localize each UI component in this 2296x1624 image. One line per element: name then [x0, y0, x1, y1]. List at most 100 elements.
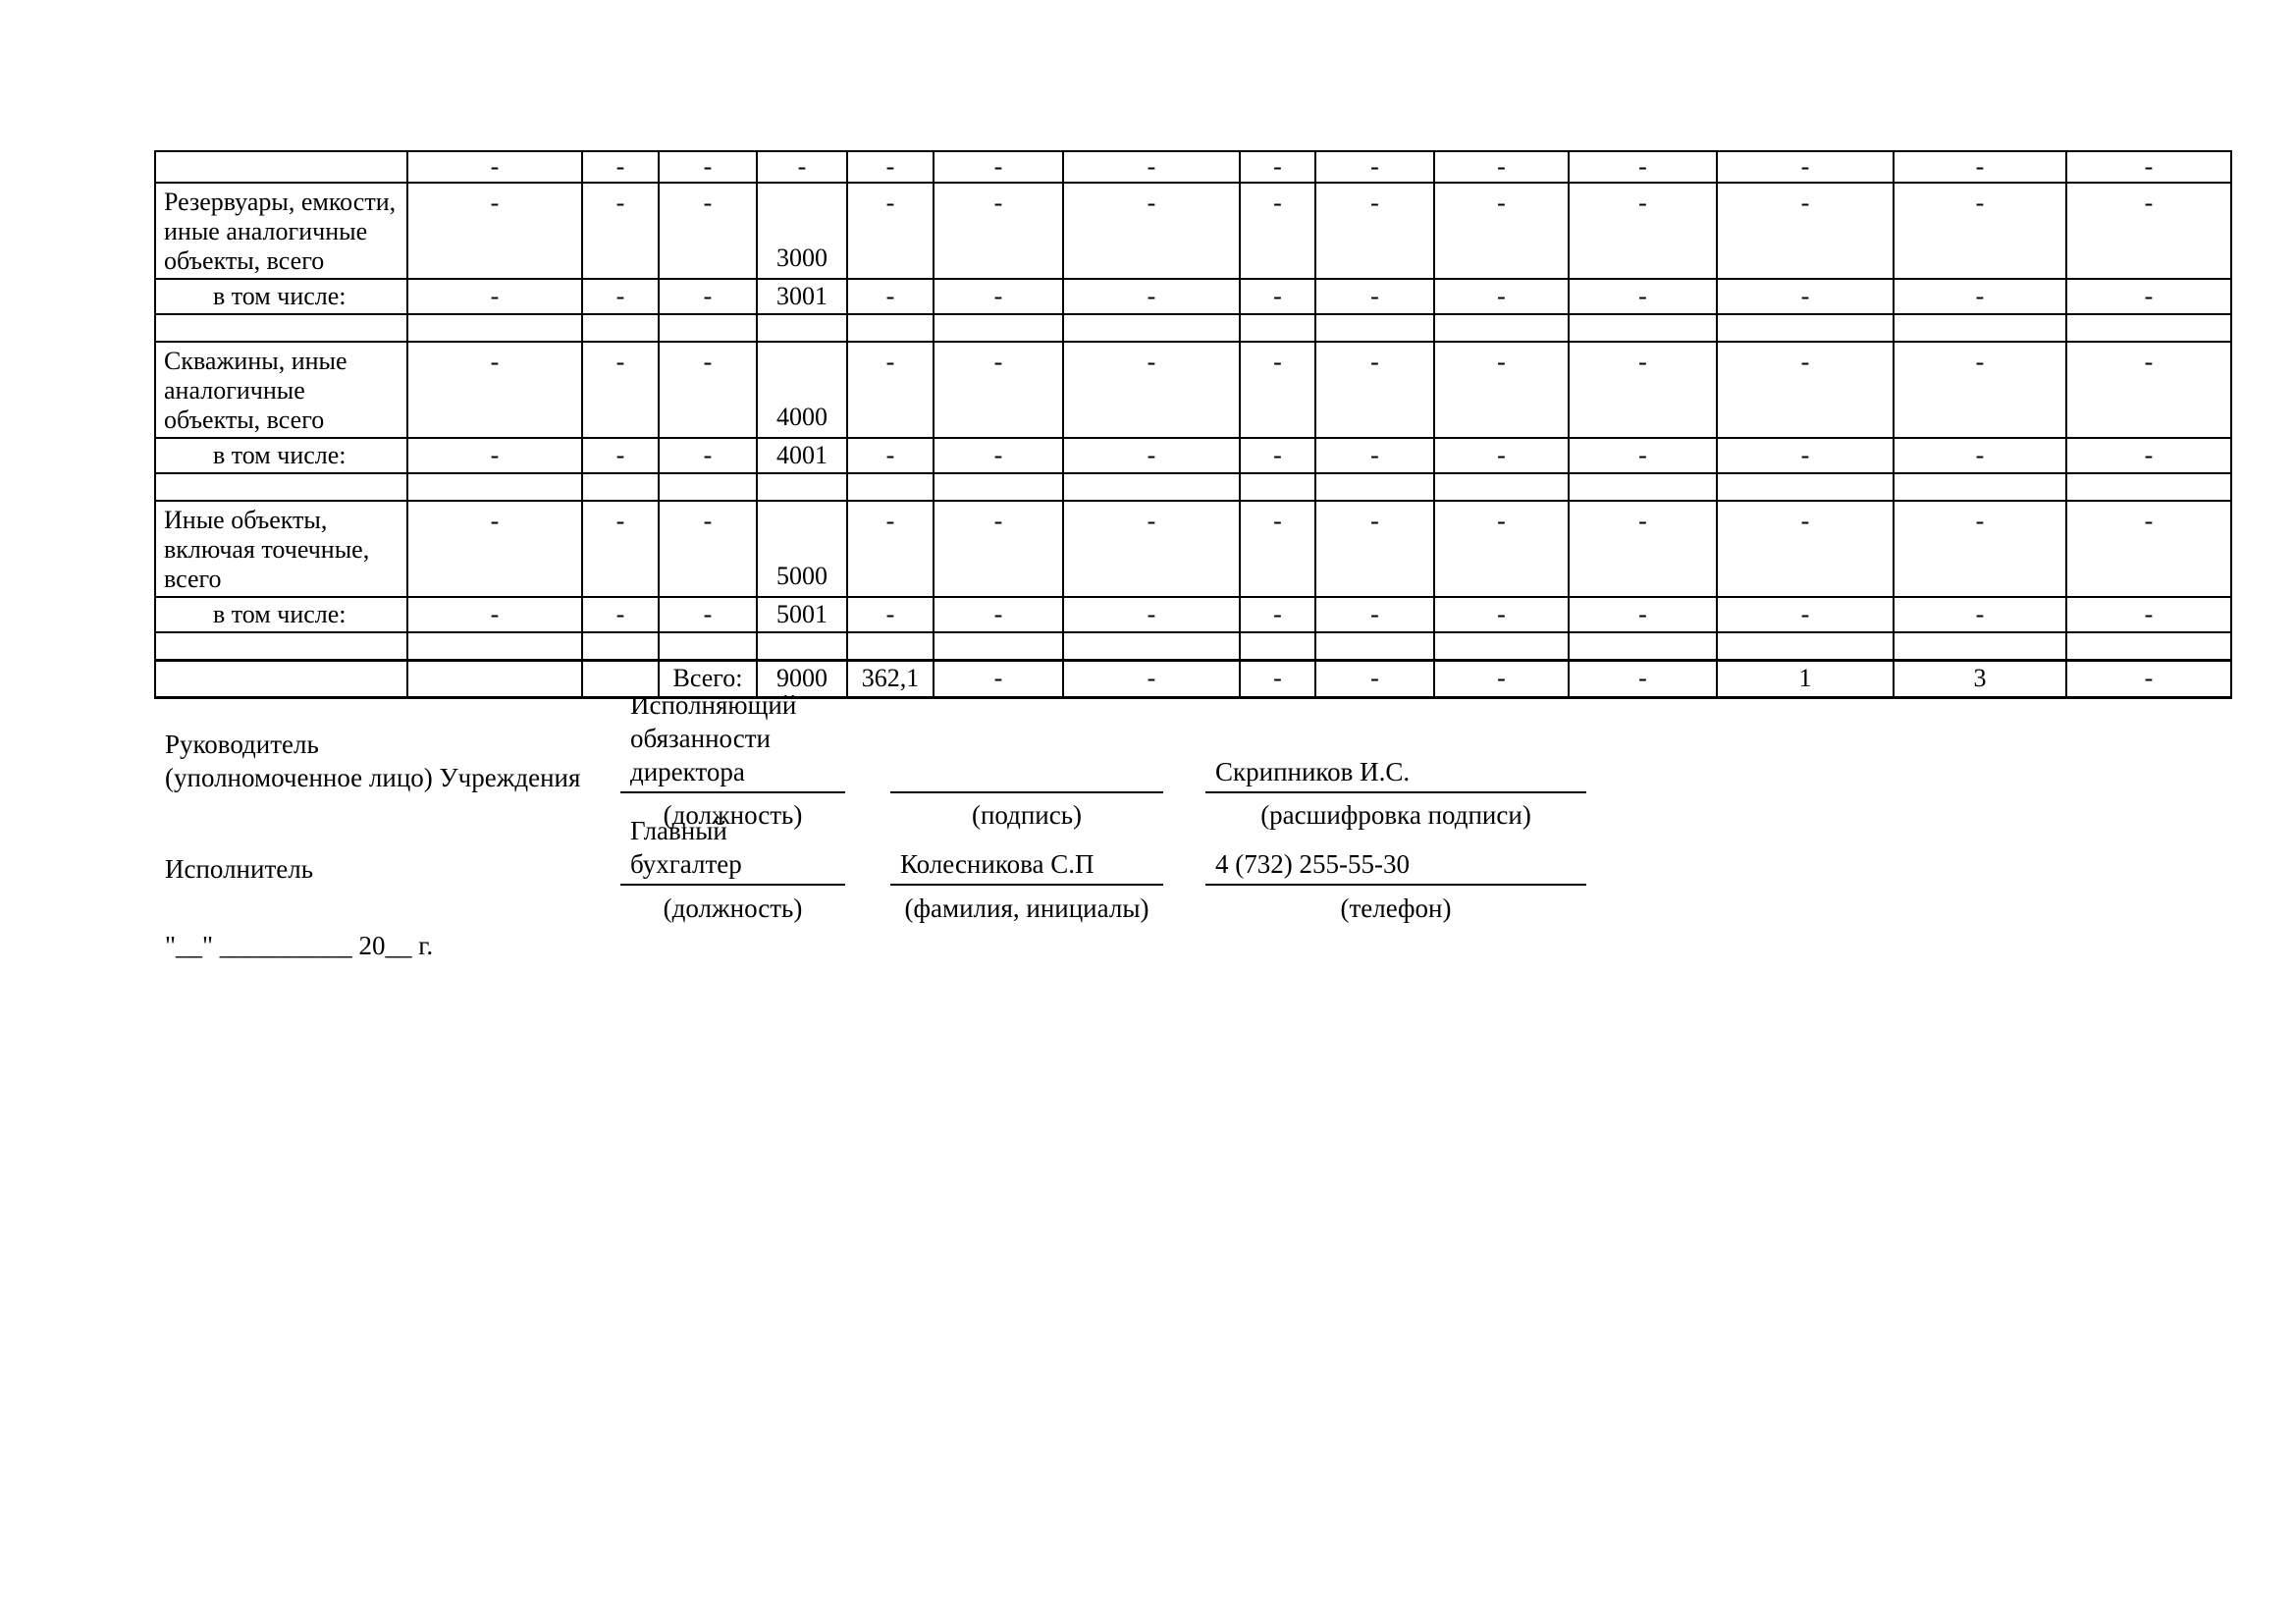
value-cell: - — [2065, 182, 2232, 280]
table-row: Иные объекты, включая точечные, всего - - -… — [154, 500, 2232, 598]
value-cell: - — [933, 500, 1064, 598]
value-cell — [1716, 631, 1895, 661]
value-cell: - — [1062, 596, 1241, 633]
value-cell: - — [846, 341, 934, 439]
row-label-cell — [154, 472, 408, 502]
value-cell: - — [406, 182, 583, 280]
row-label-cell — [154, 658, 408, 699]
value-cell — [1062, 313, 1241, 343]
value-cell — [1893, 313, 2067, 343]
value-cell — [933, 631, 1064, 661]
value-cell: - — [1716, 341, 1895, 439]
value-cell: - — [1239, 437, 1316, 474]
value-cell — [933, 472, 1064, 502]
value-cell: - — [658, 500, 758, 598]
objects-table: - - - - - - - - - - - - - - Резервуары, емкости, иные … — [154, 150, 2232, 699]
value-cell: - — [1433, 500, 1570, 598]
value-cell: - — [1716, 437, 1895, 474]
head-name-caption: (расшифровка подписи) — [1260, 800, 1531, 830]
row-label-cell: в том числе: — [154, 278, 408, 315]
value-cell: - — [1062, 658, 1241, 699]
value-cell: - — [406, 341, 583, 439]
value-cell: - — [581, 596, 660, 633]
value-cell: - — [1239, 596, 1316, 633]
value-cell — [846, 313, 934, 343]
value-cell: - — [1568, 150, 1718, 184]
value-cell: - — [1314, 278, 1435, 315]
value-cell: - — [1568, 278, 1718, 315]
executor-phone-caption: (телефон) — [1340, 893, 1452, 923]
value-cell — [406, 658, 583, 699]
value-cell — [846, 631, 934, 661]
value-cell: - — [1433, 341, 1570, 439]
value-cell: - — [658, 150, 758, 184]
table-row: Резервуары, емкости, иные аналогичные об… — [154, 182, 2232, 280]
head-role-label: Руководитель (уполномоченное лицо) Учреж… — [165, 730, 581, 792]
value-cell: - — [1433, 182, 1570, 280]
value-cell: - — [658, 182, 758, 280]
value-cell: - — [933, 437, 1064, 474]
table-row: -------------- — [154, 150, 2232, 184]
value-cell — [658, 472, 758, 502]
value-cell: - — [1314, 341, 1435, 439]
value-cell: - — [1433, 437, 1570, 474]
head-signature-field — [890, 691, 1163, 793]
code-cell — [756, 313, 848, 343]
value-cell: - — [1893, 182, 2067, 280]
value-cell: 362,1 — [846, 658, 934, 699]
row-label-cell: в том числе: — [154, 596, 408, 633]
value-cell: - — [846, 437, 934, 474]
value-cell: - — [1239, 658, 1316, 699]
value-cell — [1433, 313, 1570, 343]
code-cell: 3001 — [756, 278, 848, 315]
value-cell: - — [1239, 341, 1316, 439]
value-cell — [581, 472, 660, 502]
value-cell — [1716, 313, 1895, 343]
value-cell: - — [933, 341, 1064, 439]
value-cell: - — [1314, 500, 1435, 598]
value-cell — [406, 631, 583, 661]
table-row — [154, 472, 2232, 502]
executor-role-label: Исполнитель — [165, 854, 314, 884]
value-cell: - — [1062, 150, 1241, 184]
value-cell: - — [581, 182, 660, 280]
value-cell — [1568, 313, 1718, 343]
value-cell: - — [581, 278, 660, 315]
executor-phone-field: 4 (732) 255-55-30 — [1205, 817, 1586, 886]
value-cell — [581, 658, 660, 699]
value-cell: - — [1239, 150, 1316, 184]
value-cell: - — [933, 182, 1064, 280]
value-cell: - — [2065, 437, 2232, 474]
value-cell: - — [1062, 437, 1241, 474]
row-label-cell — [154, 631, 408, 661]
value-cell — [1568, 472, 1718, 502]
table-row: Всего: 9000 362,1- - - - - -1 3- — [154, 658, 2232, 699]
row-label-cell — [154, 150, 408, 184]
value-cell: - — [406, 500, 583, 598]
value-cell: - — [1893, 150, 2067, 184]
value-cell: - — [1062, 500, 1241, 598]
value-cell: - — [1239, 278, 1316, 315]
value-cell: - — [933, 150, 1064, 184]
value-cell: - — [406, 150, 583, 184]
value-cell — [2065, 631, 2232, 661]
value-cell — [406, 313, 583, 343]
table-row: в том числе: - - -4001- - - - - - - - - - — [154, 437, 2232, 474]
value-cell: - — [846, 278, 934, 315]
value-cell — [658, 631, 758, 661]
value-cell — [1314, 472, 1435, 502]
table-row — [154, 631, 2232, 661]
value-cell: - — [658, 437, 758, 474]
value-cell: Всего: — [658, 658, 758, 699]
value-cell: - — [846, 150, 934, 184]
row-label-cell — [154, 313, 408, 343]
value-cell: - — [1716, 500, 1895, 598]
value-cell: - — [2065, 278, 2232, 315]
value-cell: - — [1568, 182, 1718, 280]
value-cell: - — [1716, 150, 1895, 184]
value-cell: - — [658, 596, 758, 633]
value-cell: - — [1568, 437, 1718, 474]
value-cell: - — [1062, 278, 1241, 315]
code-cell — [756, 472, 848, 502]
value-cell: - — [1062, 341, 1241, 439]
